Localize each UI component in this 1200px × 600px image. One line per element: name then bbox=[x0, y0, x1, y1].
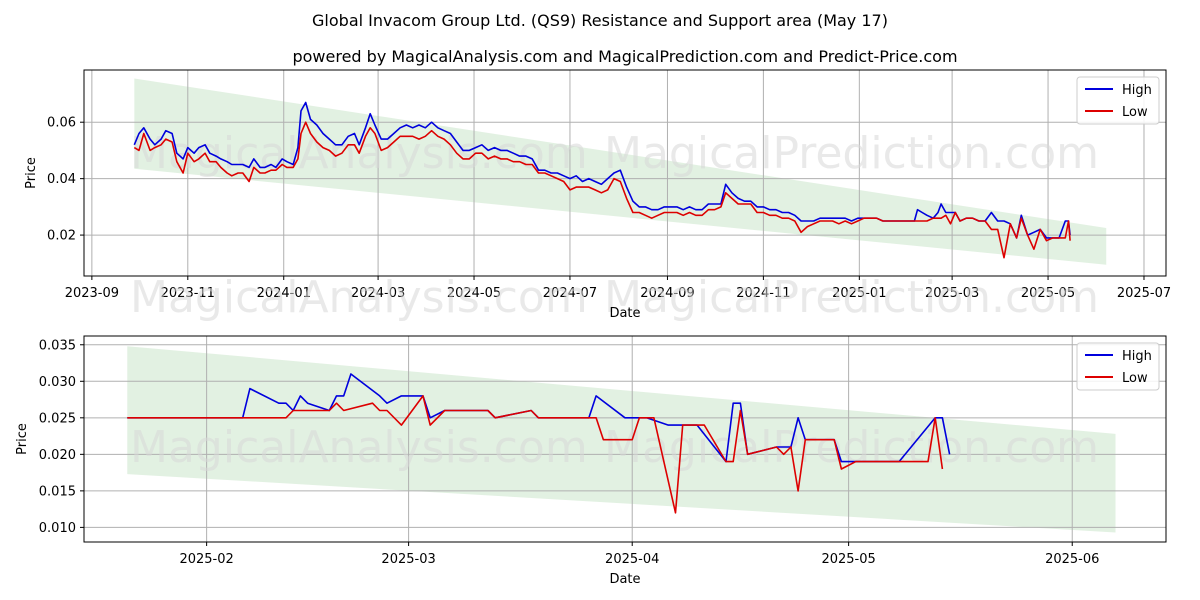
y-tick-label: 0.010 bbox=[39, 521, 76, 536]
y-tick-label: 0.06 bbox=[47, 116, 76, 131]
chart-panel-2: 2025-02 2025-03 2025-04 2025-05 2025-06 0.010… bbox=[15, 335, 1167, 587]
x-tick-label: 2025-07 bbox=[1117, 286, 1171, 301]
x-tick-label: 2024-07 bbox=[543, 286, 597, 301]
plot-frame bbox=[83, 69, 1167, 277]
x-tick-label: 2023-11 bbox=[161, 286, 215, 301]
x-tick-label: 2024-01 bbox=[257, 286, 311, 301]
series-line-high bbox=[133, 101, 1071, 239]
y-tick-label: 0.020 bbox=[39, 448, 76, 463]
y-tick-label: 0.025 bbox=[39, 411, 76, 426]
x-axis-label: Date bbox=[609, 572, 640, 587]
watermark-text: MagicalAnalysis.com bbox=[130, 422, 588, 473]
chart-panel-1: 2023-09 2023-11 2024-01 2024-03 2024-05 2024-… bbox=[24, 69, 1171, 323]
plot-frame bbox=[83, 335, 1167, 543]
series-line-low bbox=[127, 395, 944, 514]
x-tick-label: 2024-11 bbox=[736, 286, 790, 301]
y-tick-label: 0.02 bbox=[47, 229, 76, 244]
x-tick-label: 2024-03 bbox=[351, 286, 405, 301]
legend-label-low: Low bbox=[1122, 105, 1148, 120]
y-tick-label: 0.04 bbox=[47, 172, 76, 187]
y-tick-label: 0.035 bbox=[39, 338, 76, 353]
y-axis-label: Price bbox=[24, 157, 39, 189]
x-tick-label: 2023-09 bbox=[65, 286, 119, 301]
y-tick-label: 0.030 bbox=[39, 375, 76, 390]
x-tick-label: 2025-05 bbox=[1021, 286, 1075, 301]
x-tick-label: 2025-02 bbox=[179, 552, 233, 567]
x-tick-label: 2024-05 bbox=[447, 286, 501, 301]
series-line-low bbox=[133, 121, 1071, 259]
legend-label-high: High bbox=[1122, 349, 1152, 364]
watermark-text: MagicalAnalysis.com bbox=[130, 272, 588, 323]
x-tick-label: 2024-09 bbox=[640, 286, 694, 301]
x-tick-label: 2025-03 bbox=[381, 552, 435, 567]
chart-subtitle: powered by MagicalAnalysis.com and Magic… bbox=[292, 47, 957, 66]
y-tick-label: 0.015 bbox=[39, 484, 76, 499]
x-tick-label: 2025-01 bbox=[832, 286, 886, 301]
x-tick-label: 2025-06 bbox=[1045, 552, 1099, 567]
watermark-text: MagicalPrediction.com bbox=[604, 272, 1099, 323]
legend-label-high: High bbox=[1122, 83, 1152, 98]
watermark-text: MagicalPrediction.com bbox=[604, 128, 1099, 179]
legend-label-low: Low bbox=[1122, 371, 1148, 386]
x-tick-label: 2025-04 bbox=[605, 552, 659, 567]
y-axis-label: Price bbox=[15, 423, 30, 455]
watermark-text: MagicalPrediction.com bbox=[604, 422, 1099, 473]
x-tick-label: 2025-03 bbox=[925, 286, 979, 301]
x-axis-label: Date bbox=[609, 306, 640, 321]
x-tick-label: 2025-05 bbox=[821, 552, 875, 567]
chart-title: Global Invacom Group Ltd. (QS9) Resistan… bbox=[312, 11, 888, 30]
